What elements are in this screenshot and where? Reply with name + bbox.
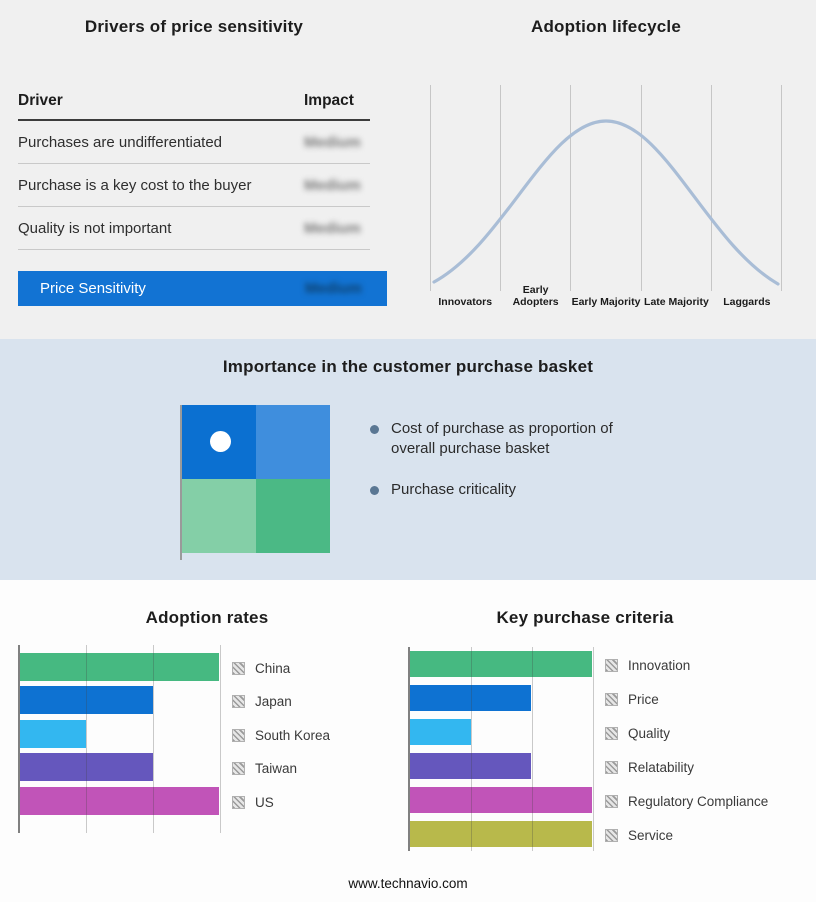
- stage-laggards: Laggards: [723, 296, 771, 309]
- key-purchase-criteria-chart: [408, 647, 594, 851]
- lifecycle-stage-labels: Innovators Early Adopters Early Majority…: [430, 283, 782, 309]
- bullet-icon: [370, 486, 379, 495]
- legend-item-service: Service: [605, 828, 673, 843]
- bar-price: [410, 685, 532, 711]
- impact-cell-blurred: Medium: [304, 176, 361, 194]
- bar-relatability: [410, 753, 532, 779]
- bar-quality: [410, 719, 471, 745]
- stage-early-adopters: Early Adopters: [512, 283, 559, 309]
- purchase-basket-quadrant: [182, 405, 330, 553]
- quadrant-bottom-left: [182, 479, 256, 553]
- bullet-text: Purchase criticality: [391, 481, 517, 498]
- legend-label: Regulatory Compliance: [628, 794, 769, 809]
- legend-label: Taiwan: [255, 761, 298, 776]
- legend-swatch-icon: [605, 659, 618, 672]
- legend-item-taiwan: Taiwan: [232, 761, 297, 776]
- legend-swatch-icon: [232, 796, 245, 809]
- bullet-text: Cost of purchase as proportion of overal…: [391, 420, 613, 458]
- legend-swatch-icon: [605, 795, 618, 808]
- legend-item-quality: Quality: [605, 726, 670, 741]
- stage-late-majority: Late Majority: [644, 296, 709, 309]
- bar-us: [20, 787, 219, 815]
- lifecycle-gridlines: [430, 85, 783, 291]
- legend-label: Price: [628, 692, 659, 707]
- legend-swatch-icon: [605, 727, 618, 740]
- bar-china: [20, 653, 219, 681]
- price-sensitivity-label: Price Sensitivity: [40, 280, 146, 297]
- legend-label: South Korea: [255, 728, 331, 743]
- driver-cell: Quality is not important: [18, 219, 172, 237]
- stage-innovators: Innovators: [438, 296, 493, 309]
- driver-cell: Purchase is a key cost to the buyer: [18, 176, 252, 194]
- legend-label: Relatability: [628, 760, 695, 775]
- bar-service: [410, 821, 592, 847]
- quadrant-position-marker: [210, 431, 231, 452]
- legend-swatch-icon: [605, 829, 618, 842]
- legend-label: Japan: [255, 694, 292, 709]
- quadrant-bottom-right: [256, 479, 330, 553]
- lifecycle-panel-title: Adoption lifecycle: [530, 17, 681, 36]
- technavio-url: www.technavio.com: [348, 876, 468, 891]
- bell-curve-path: [432, 119, 780, 286]
- adoption-rates-chart: [18, 645, 221, 833]
- driver-column-header: Driver: [18, 92, 63, 109]
- legend-item-south-korea: South Korea: [232, 728, 330, 743]
- legend-swatch-icon: [232, 729, 245, 742]
- impact-column-header: Impact: [304, 92, 354, 109]
- legend-item-us: US: [232, 795, 274, 810]
- gridline: [153, 645, 154, 833]
- basket-bullet-1: Cost of purchase as proportion of overal…: [370, 419, 643, 460]
- legend-label: Quality: [628, 726, 671, 741]
- basket-bullet-2: Purchase criticality: [370, 480, 643, 500]
- legend-item-china: China: [232, 661, 290, 676]
- legend-item-japan: Japan: [232, 694, 292, 709]
- legend-item-innovation: Innovation: [605, 658, 690, 673]
- gridline: [86, 645, 87, 833]
- bar-regulatory-compliance: [410, 787, 592, 813]
- table-row: Quality is not important Medium: [18, 207, 370, 250]
- price-sensitivity-value-blurred: Medium: [305, 280, 362, 297]
- legend-swatch-icon: [232, 695, 245, 708]
- lifecycle-chart: [430, 85, 783, 291]
- bar-taiwan: [20, 753, 153, 781]
- price-sensitivity-highlight-row: Price Sensitivity Medium: [18, 271, 387, 306]
- legend-label: Innovation: [628, 658, 691, 673]
- bar-south-korea: [20, 720, 87, 748]
- gridline: [593, 647, 594, 851]
- drivers-table-header: Driver Impact: [18, 92, 370, 121]
- drivers-panel-title: Drivers of price sensitivity: [84, 17, 304, 36]
- legend-item-price: Price: [605, 692, 659, 707]
- quadrant-axis-line: [180, 405, 182, 560]
- legend-item-relatability: Relatability: [605, 760, 694, 775]
- table-row: Purchase is a key cost to the buyer Medi…: [18, 164, 370, 207]
- middle-section-background: [0, 339, 816, 580]
- legend-swatch-icon: [232, 662, 245, 675]
- quadrant-top-right: [256, 405, 330, 479]
- bar-innovation: [410, 651, 592, 677]
- key-purchase-criteria-title: Key purchase criteria: [496, 608, 674, 627]
- stage-early-majority: Early Majority: [571, 296, 641, 309]
- bell-curve: [432, 119, 780, 286]
- bar-japan: [20, 686, 153, 714]
- legend-item-regulatory-compliance: Regulatory Compliance: [605, 794, 768, 809]
- adoption-rates-title: Adoption rates: [145, 608, 269, 627]
- gridline: [220, 645, 221, 833]
- impact-cell-blurred: Medium: [304, 219, 361, 237]
- legend-label: China: [255, 661, 291, 676]
- basket-panel-title: Importance in the customer purchase bask…: [222, 357, 594, 376]
- table-row: Purchases are undifferentiated Medium: [18, 121, 370, 164]
- drivers-table: Driver Impact Purchases are undifferenti…: [18, 92, 370, 250]
- legend-swatch-icon: [605, 761, 618, 774]
- bullet-icon: [370, 425, 379, 434]
- legend-label: US: [255, 795, 274, 810]
- legend-swatch-icon: [232, 762, 245, 775]
- gridline: [471, 647, 472, 851]
- gridline: [532, 647, 533, 851]
- legend-swatch-icon: [605, 693, 618, 706]
- legend-label: Service: [628, 828, 674, 843]
- driver-cell: Purchases are undifferentiated: [18, 133, 223, 151]
- impact-cell-blurred: Medium: [304, 133, 361, 151]
